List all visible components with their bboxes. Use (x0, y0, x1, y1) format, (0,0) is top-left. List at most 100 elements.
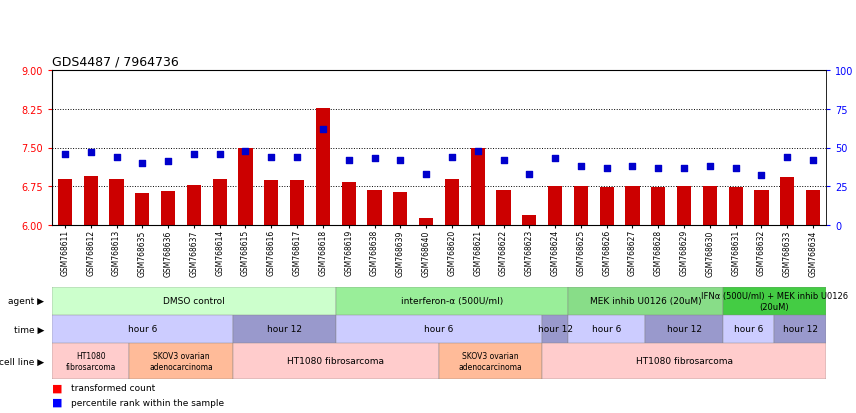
Bar (393, 193, 407, 225)
Point (265, 154, 278, 161)
Text: ■: ■ (52, 397, 62, 407)
Bar (599, 188, 614, 225)
Bar (316, 109, 330, 225)
Point (58, 151, 72, 158)
Bar (336, 315, 542, 343)
Bar (568, 315, 645, 343)
Point (187, 151, 201, 158)
Bar (161, 192, 175, 225)
Point (626, 164, 639, 170)
Point (161, 159, 175, 165)
Bar (806, 190, 820, 225)
Text: time ▶: time ▶ (14, 325, 44, 334)
Bar (233, 315, 336, 343)
Bar (52, 287, 336, 315)
Text: MEK inhib U0126 (20uM): MEK inhib U0126 (20uM) (590, 297, 701, 306)
Point (651, 165, 665, 171)
Text: hour 6: hour 6 (425, 325, 454, 334)
Point (703, 164, 716, 170)
Point (728, 165, 742, 171)
Bar (574, 187, 588, 225)
Point (522, 171, 536, 178)
Text: hour 6: hour 6 (128, 325, 157, 334)
Text: hour 12: hour 12 (667, 325, 702, 334)
Bar (52, 315, 233, 343)
Text: hour 12: hour 12 (267, 325, 301, 334)
Bar (336, 287, 568, 315)
Bar (419, 219, 433, 225)
Bar (677, 187, 691, 225)
Point (496, 157, 510, 164)
Bar (548, 187, 562, 225)
Text: hour 6: hour 6 (592, 325, 621, 334)
Point (806, 157, 820, 164)
Bar (775, 315, 826, 343)
Bar (522, 215, 537, 225)
Bar (542, 315, 568, 343)
Bar (703, 187, 717, 225)
Point (213, 151, 227, 158)
Bar (626, 187, 639, 225)
Text: agent ▶: agent ▶ (8, 297, 44, 306)
Text: cell line ▶: cell line ▶ (0, 357, 44, 366)
Text: GDS4487 / 7964736: GDS4487 / 7964736 (52, 55, 179, 68)
Text: hour 12: hour 12 (782, 325, 817, 334)
Bar (728, 188, 743, 225)
Text: ■: ■ (52, 383, 62, 393)
Bar (496, 190, 510, 225)
Bar (367, 191, 382, 225)
Point (316, 126, 330, 133)
Bar (722, 315, 775, 343)
Bar (129, 343, 233, 379)
Bar (568, 287, 722, 315)
Point (290, 154, 304, 161)
Text: SKOV3 ovarian
adenocarcinoma: SKOV3 ovarian adenocarcinoma (459, 351, 522, 371)
Point (574, 164, 588, 170)
Bar (445, 179, 459, 225)
Point (135, 160, 149, 167)
Bar (439, 343, 542, 379)
Text: interferon-α (500U/ml): interferon-α (500U/ml) (401, 297, 503, 306)
Bar (84, 176, 98, 225)
Point (548, 156, 562, 162)
Text: HT1080
fibrosarcoma: HT1080 fibrosarcoma (66, 351, 116, 371)
Point (342, 157, 355, 164)
Bar (110, 179, 123, 225)
Bar (212, 179, 227, 225)
Text: hour 12: hour 12 (538, 325, 573, 334)
Text: HT1080 fibrosarcoma: HT1080 fibrosarcoma (288, 357, 384, 366)
Text: transformed count: transformed count (71, 384, 155, 392)
Bar (780, 178, 794, 225)
Bar (342, 183, 356, 225)
Bar (645, 315, 722, 343)
Point (394, 157, 407, 164)
Point (239, 148, 253, 154)
Bar (290, 180, 304, 225)
Text: hour 6: hour 6 (734, 325, 764, 334)
Point (445, 154, 459, 161)
Text: DMSO control: DMSO control (163, 297, 225, 306)
Point (419, 171, 433, 178)
Point (84, 150, 98, 156)
Point (781, 154, 794, 161)
Text: percentile rank within the sample: percentile rank within the sample (71, 398, 224, 406)
Point (367, 156, 381, 162)
Bar (58, 179, 72, 225)
Bar (233, 343, 439, 379)
Text: SKOV3 ovarian
adenocarcinoma: SKOV3 ovarian adenocarcinoma (149, 351, 213, 371)
Bar (722, 287, 826, 315)
Bar (187, 185, 201, 225)
Bar (239, 148, 253, 225)
Text: IFNα (500U/ml) + MEK inhib U0126
(20uM): IFNα (500U/ml) + MEK inhib U0126 (20uM) (701, 292, 848, 311)
Bar (754, 190, 769, 225)
Bar (265, 180, 278, 225)
Point (755, 173, 769, 179)
Text: HT1080 fibrosarcoma: HT1080 fibrosarcoma (636, 357, 733, 366)
Point (600, 165, 614, 171)
Point (677, 165, 691, 171)
Point (471, 148, 484, 154)
Point (110, 154, 123, 161)
Bar (52, 343, 129, 379)
Bar (135, 194, 150, 225)
Bar (471, 148, 484, 225)
